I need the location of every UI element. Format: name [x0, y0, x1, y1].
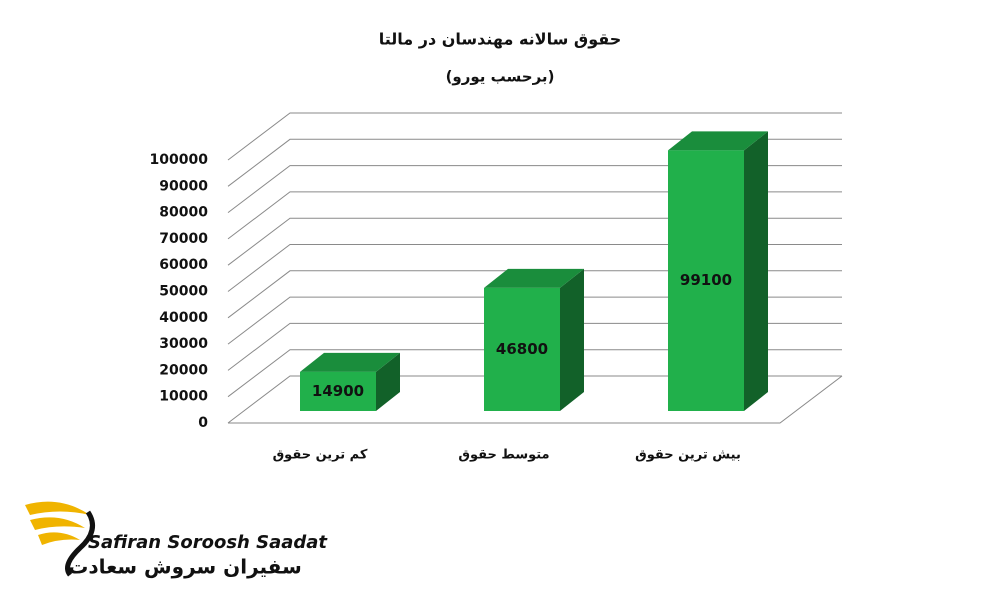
value-label: 14900 — [312, 382, 364, 400]
value-label: 46800 — [496, 340, 548, 358]
y-tick-label: 60000 — [159, 257, 208, 273]
value-label: 99100 — [680, 271, 732, 289]
bar-side — [560, 268, 584, 411]
y-tick-label: 70000 — [159, 231, 208, 247]
y-tick-label: 90000 — [159, 178, 208, 194]
bar-side — [376, 352, 400, 411]
grid-line — [227, 270, 842, 319]
x-tick-label: بیش ترین حقوق — [635, 448, 741, 463]
logo-persian: سفیران سروش سعادت — [68, 555, 302, 579]
bar-top — [484, 268, 584, 288]
floor-edge — [228, 375, 843, 424]
y-tick-label: 0 — [198, 415, 208, 431]
bar — [668, 150, 744, 411]
logo-swan — [65, 510, 95, 577]
grid-line — [227, 349, 842, 398]
grid-line — [227, 191, 842, 240]
bar-top — [300, 352, 400, 372]
chart-subtitle: (برحسب یورو) — [446, 68, 555, 86]
chart-title: حقوق سالانه مهندسان در مالتا — [379, 30, 622, 49]
grid-line — [227, 112, 842, 161]
bar — [300, 371, 376, 411]
logo: Safiran Soroosh Saadat سفیران سروش سعادت — [25, 501, 328, 579]
logo-wings — [25, 501, 90, 545]
y-tick-label: 50000 — [159, 284, 208, 300]
y-tick-label: 30000 — [159, 336, 208, 352]
y-tick-label: 10000 — [159, 389, 208, 405]
y-tick-label: 80000 — [159, 205, 208, 221]
y-tick-label: 40000 — [159, 310, 208, 326]
grid-line — [227, 138, 842, 187]
grid-line — [227, 296, 842, 345]
grid-line — [227, 322, 842, 371]
grid-line — [227, 165, 842, 213]
bar-top — [668, 131, 768, 151]
y-tick-label: 100000 — [150, 152, 209, 168]
x-tick-label: کم ترین حقوق — [273, 448, 368, 463]
x-tick-label: متوسط حقوق — [458, 448, 549, 463]
bar-side — [744, 131, 768, 411]
grid-line — [227, 375, 842, 424]
bar — [484, 287, 560, 411]
logo-latin: Safiran Soroosh Saadat — [88, 532, 328, 553]
grid-line — [227, 217, 842, 266]
grid-line — [227, 244, 842, 292]
y-tick-label: 20000 — [159, 362, 208, 378]
